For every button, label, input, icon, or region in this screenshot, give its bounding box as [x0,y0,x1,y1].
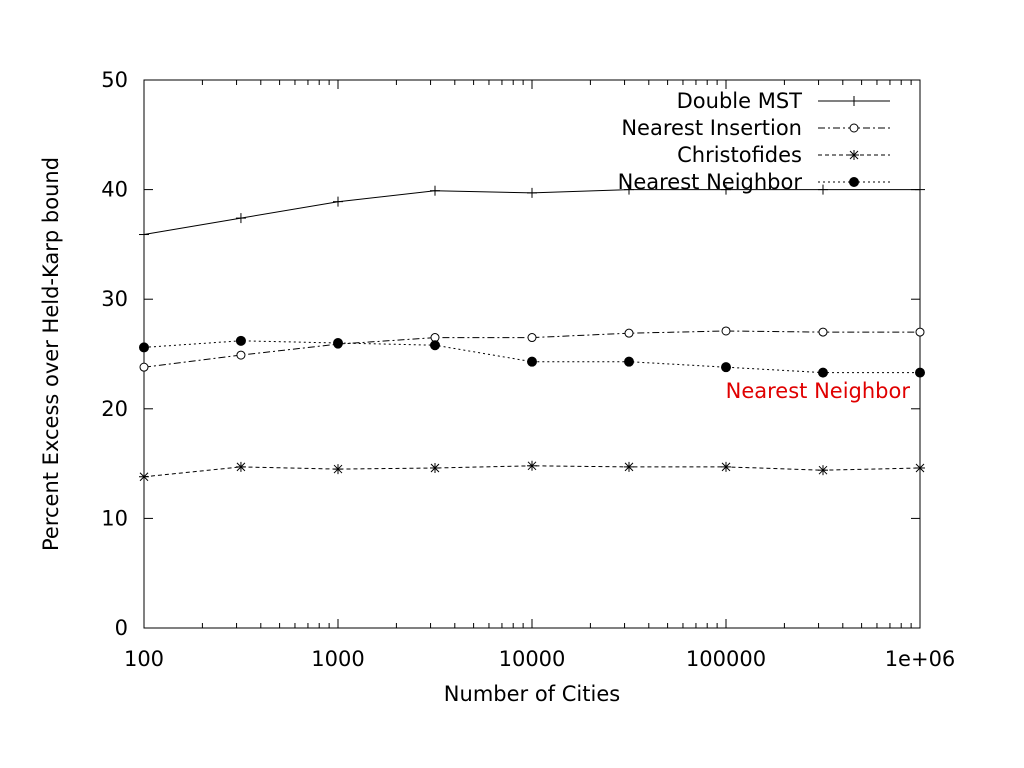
series-nearest-neighbor [139,335,925,378]
x-tick-label: 1e+06 [885,647,956,671]
legend-label: Nearest Neighbor [618,170,803,194]
data-point-double-mst [333,196,343,207]
data-point-christofides [139,471,149,482]
data-point-nearest-insertion [624,328,634,338]
y-tick-label: 40 [101,178,128,202]
data-point-nearest-neighbor [818,367,829,378]
data-point-nearest-neighbor [333,338,343,349]
data-point-nearest-neighbor [721,362,731,373]
x-tick-label: 100000 [686,647,766,671]
data-point-double-mst [721,184,731,195]
data-point-christofides [235,461,246,472]
data-point-christofides [915,462,925,473]
y-axis-label: Percent Excess over Held-Karp bound [39,157,63,551]
y-tick-label: 0 [115,616,128,640]
data-point-nearest-neighbor [527,356,537,367]
data-point-christofides [333,464,343,475]
series-line-nearest-insertion [143,330,920,368]
data-point-nearest-insertion [139,362,149,372]
data-point-double-mst [235,213,246,224]
data-point-double-mst [527,187,537,198]
x-tick-label: 100 [124,647,164,671]
data-point-double-mst [429,185,440,196]
data-point-nearest-neighbor [139,342,149,353]
y-tick-label: 50 [101,68,128,92]
data-point-nearest-insertion [818,327,828,337]
data-point-christofides [527,460,537,471]
legend-label: Double MST [677,89,803,113]
data-point-christofides [429,462,440,473]
data-point-nearest-insertion [236,350,246,360]
data-point-double-mst [818,184,829,195]
legend: Double MST Nearest Insertion Christofides N… [618,89,890,194]
data-point-nearest-neighbor [235,335,246,346]
data-point-double-mst [624,184,635,195]
data-point-nearest-neighbor [915,367,925,378]
y-tick-label: 30 [101,287,128,311]
legend-marker [849,123,859,133]
plot-frame [143,79,921,629]
data-point-double-mst [139,229,149,240]
series-christofides [139,460,925,482]
legend-item-double-mst: Double MST [677,89,890,113]
data-point-nearest-insertion [721,326,731,336]
legend-label: Nearest Insertion [621,116,802,140]
x-tick-label: 10000 [499,647,566,671]
legend-item-christofides: Christofides [677,143,890,167]
legend-label: Christofides [677,143,802,167]
legend-marker [849,177,859,187]
data-point-double-mst [915,184,925,195]
axis-ticks: 0 10 20 30 40 50 100 1000 10000 100000 1e+06 [101,68,955,671]
series-nearest-insertion [139,326,925,372]
x-axis-label: Number of Cities [444,682,620,706]
series-double-mst [139,184,925,240]
data-point-nearest-insertion [527,333,537,343]
data-point-christofides [624,461,635,472]
y-tick-label: 20 [101,397,128,421]
data-point-nearest-insertion [915,327,925,337]
legend-item-nearest-insertion: Nearest Insertion [621,116,890,140]
data-point-nearest-neighbor [624,356,635,367]
series-layer [139,184,925,482]
data-point-nearest-neighbor [429,340,440,351]
legend-marker [849,150,859,160]
data-point-christofides [818,465,829,476]
legend-item-nearest-neighbor: Nearest Neighbor [618,170,890,194]
data-point-christofides [721,461,731,472]
legend-marker [849,96,859,106]
annotation-nearest-neighbor: Nearest Neighbor [726,379,911,403]
x-tick-label: 1000 [311,647,364,671]
y-tick-label: 10 [101,506,128,530]
